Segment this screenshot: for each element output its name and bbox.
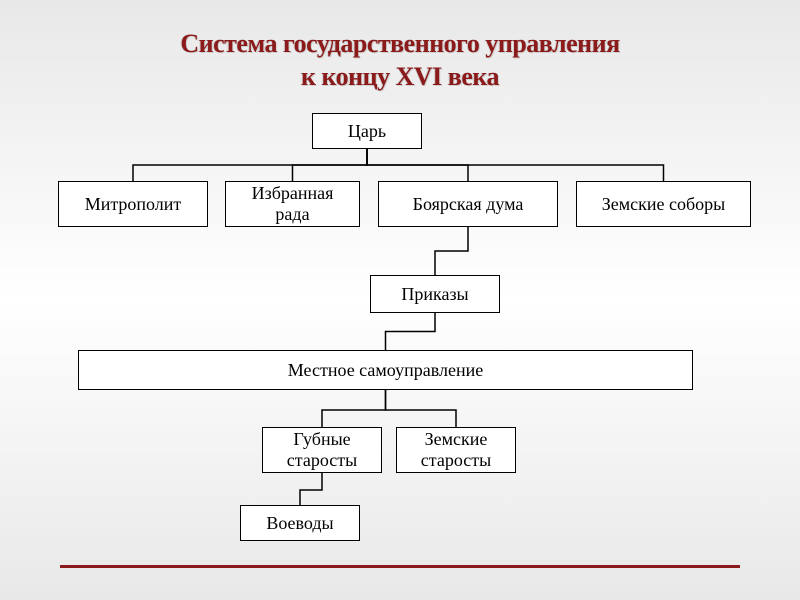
node-duma: Боярская дума [378,181,558,227]
node-prikazy: Приказы [370,275,500,313]
node-label: Воеводы [266,513,333,534]
node-label: Земские соборы [602,194,726,215]
org-chart: Царь Митрополит Избраннаярада Боярская дума… [0,0,800,600]
node-label: Боярская дума [413,194,524,215]
footer-rule [60,565,740,568]
node-label: Избраннаярада [252,183,334,224]
node-label: Приказы [401,284,468,305]
node-tsar: Царь [312,113,422,149]
node-label: Губныестаросты [287,429,357,470]
node-label: Земскиестаросты [421,429,491,470]
node-sobory: Земские соборы [576,181,751,227]
node-zemskie: Земскиестаросты [396,427,516,473]
node-label: Митрополит [85,194,182,215]
node-izbrada: Избраннаярада [225,181,360,227]
node-label: Местное самоуправление [288,360,483,381]
node-voevody: Воеводы [240,505,360,541]
node-gubnye: Губныестаросты [262,427,382,473]
node-metropolit: Митрополит [58,181,208,227]
node-label: Царь [348,121,386,142]
node-mestnoe: Местное самоуправление [78,350,693,390]
